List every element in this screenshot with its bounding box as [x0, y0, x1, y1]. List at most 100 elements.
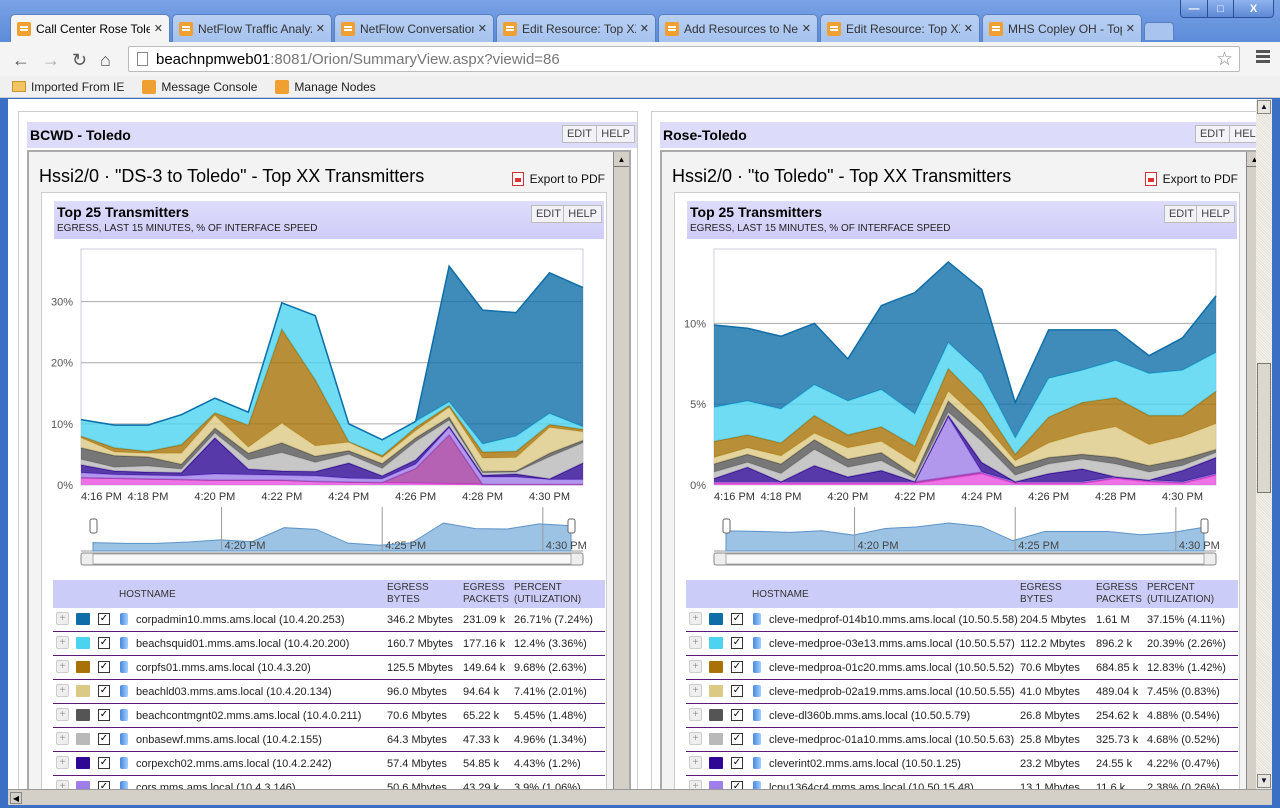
new-tab-button[interactable]	[1144, 22, 1174, 40]
close-tab-icon[interactable]: ✕	[639, 23, 649, 35]
close-tab-icon[interactable]: ✕	[315, 23, 325, 35]
expand-button[interactable]: +	[56, 612, 69, 625]
close-tab-icon[interactable]: ✕	[801, 23, 811, 35]
expand-button[interactable]: +	[689, 660, 702, 673]
page-vertical-scrollbar[interactable]: ▲ ▼	[1256, 99, 1272, 789]
back-icon[interactable]: ←	[12, 50, 30, 70]
hostname-link[interactable]: corpadmin10.mms.ams.local (10.4.20.253)	[136, 614, 345, 626]
reload-icon[interactable]: ↻	[72, 50, 88, 70]
col-bytes[interactable]: EGRESS BYTES	[387, 582, 429, 606]
forward-icon[interactable]: →	[42, 50, 60, 70]
hostname-link[interactable]: onbasewf.mms.ams.local (10.4.2.155)	[136, 734, 322, 746]
panel-edit-button[interactable]: EDIT	[530, 205, 566, 223]
close-tab-icon[interactable]: ✕	[477, 23, 487, 35]
bookmark-message-console[interactable]: Message Console	[142, 79, 257, 94]
hostname-link[interactable]: beachld03.mms.ams.local (10.4.20.134)	[136, 686, 332, 698]
col-packets[interactable]: EGRESS PACKETS	[463, 582, 509, 606]
minimize-button[interactable]: —	[1181, 0, 1207, 17]
hostname-link[interactable]: beachcontmgnt02.mms.ams.local (10.4.0.21…	[136, 710, 362, 722]
series-checkbox[interactable]: ✓	[98, 757, 110, 769]
hostname-link[interactable]: cleverint02.mms.ams.local (10.50.1.25)	[769, 758, 961, 770]
series-checkbox[interactable]: ✓	[98, 613, 110, 625]
expand-button[interactable]: +	[56, 756, 69, 769]
panel-help-button[interactable]: HELP	[563, 205, 602, 223]
series-checkbox[interactable]: ✓	[731, 613, 743, 625]
expand-button[interactable]: +	[56, 660, 69, 673]
resource-help-button[interactable]: HELP	[596, 125, 635, 143]
scroll-down-button[interactable]: ▼	[1257, 774, 1271, 788]
maximize-button[interactable]: □	[1207, 0, 1233, 17]
series-checkbox[interactable]: ✓	[731, 637, 743, 649]
series-checkbox[interactable]: ✓	[731, 709, 743, 721]
hostname-link[interactable]: cleve-medproe-03e13.mms.ams.local (10.50…	[769, 638, 1015, 650]
series-checkbox[interactable]: ✓	[98, 709, 110, 721]
hostname-link[interactable]: cleve-medproa-01c20.mms.ams.local (10.50…	[769, 662, 1015, 674]
page-horizontal-scrollbar[interactable]: ◀	[8, 789, 1272, 805]
browser-tab[interactable]: Edit Resource: Top XX ✕	[496, 14, 656, 42]
expand-button[interactable]: +	[56, 684, 69, 697]
col-hostname[interactable]: HOSTNAME	[119, 589, 176, 600]
hostname-link[interactable]: cors.mms.ams.local (10.4.3.146)	[136, 782, 296, 789]
expand-button[interactable]: +	[56, 708, 69, 721]
hostname-link[interactable]: beachsquid01.mms.ams.local (10.4.20.200)	[136, 638, 350, 650]
address-bar[interactable]: beachnpmweb01 :8081/Orion/SummaryView.as…	[128, 46, 1240, 72]
col-percent[interactable]: PERCENT (UTILIZATION)	[1147, 582, 1214, 606]
series-checkbox[interactable]: ✓	[731, 685, 743, 697]
bookmark-imported-from-ie[interactable]: Imported From IE	[12, 80, 124, 94]
col-hostname[interactable]: HOSTNAME	[752, 589, 809, 600]
scroll-thumb[interactable]	[1257, 363, 1271, 493]
hostname-link[interactable]: cleve-medprof-014b10.mms.ams.local (10.5…	[769, 614, 1018, 626]
export-to-pdf-link[interactable]: Export to PDF	[511, 172, 605, 186]
expand-button[interactable]: +	[689, 684, 702, 697]
bookmark-manage-nodes[interactable]: Manage Nodes	[275, 79, 376, 94]
expand-button[interactable]: +	[689, 708, 702, 721]
expand-button[interactable]: +	[689, 612, 702, 625]
panel-help-button[interactable]: HELP	[1196, 205, 1235, 223]
expand-button[interactable]: +	[689, 732, 702, 745]
scroll-left-button[interactable]: ◀	[10, 792, 22, 804]
expand-button[interactable]: +	[56, 780, 69, 789]
browser-tab[interactable]: Add Resources to Net ✕	[658, 14, 818, 42]
browser-tab[interactable]: MHS Copley OH - Top ✕	[982, 14, 1142, 42]
series-checkbox[interactable]: ✓	[731, 757, 743, 769]
resource-edit-button[interactable]: EDIT	[561, 125, 597, 143]
hostname-link[interactable]: cleve-medprob-02a19.mms.ams.local (10.50…	[769, 686, 1015, 698]
series-checkbox[interactable]: ✓	[98, 685, 110, 697]
series-checkbox[interactable]: ✓	[98, 637, 110, 649]
frame-scrollbar[interactable]: ▲	[613, 152, 629, 789]
close-tab-icon[interactable]: ✕	[1125, 23, 1135, 35]
resource-edit-button[interactable]: EDIT	[1194, 125, 1230, 143]
hostname-link[interactable]: corpexch02.mms.ams.local (10.4.2.242)	[136, 758, 332, 770]
col-percent[interactable]: PERCENT (UTILIZATION)	[514, 582, 581, 606]
close-window-button[interactable]: X	[1233, 0, 1273, 17]
expand-button[interactable]: +	[689, 780, 702, 789]
hostname-link[interactable]: cleve-dl360b.mms.ams.local (10.50.5.79)	[769, 710, 971, 722]
series-checkbox[interactable]: ✓	[98, 661, 110, 673]
series-checkbox[interactable]: ✓	[98, 781, 110, 789]
expand-button[interactable]: +	[56, 636, 69, 649]
scroll-up-button[interactable]: ▲	[1257, 100, 1271, 114]
close-tab-icon[interactable]: ✕	[153, 23, 163, 35]
hostname-link[interactable]: lcnu1364cr4.mms.ams.local (10.50.15.48)	[769, 782, 974, 789]
series-checkbox[interactable]: ✓	[731, 733, 743, 745]
browser-tab[interactable]: Call Center Rose Toledo✕	[10, 14, 170, 42]
hostname-link[interactable]: cleve-medproc-01a10.mms.ams.local (10.50…	[769, 734, 1015, 746]
menu-icon[interactable]	[1256, 50, 1270, 64]
browser-tab[interactable]: Edit Resource: Top XX ✕	[820, 14, 980, 42]
frame-scroll-up-button[interactable]: ▲	[614, 152, 629, 167]
export-to-pdf-link[interactable]: Export to PDF	[1144, 172, 1238, 186]
browser-tab[interactable]: NetFlow Conversation ✕	[334, 14, 494, 42]
panel-edit-button[interactable]: EDIT	[1163, 205, 1199, 223]
home-icon[interactable]: ⌂	[100, 50, 111, 70]
series-checkbox[interactable]: ✓	[98, 733, 110, 745]
bookmark-star-icon[interactable]: ☆	[1215, 49, 1233, 70]
browser-tab[interactable]: NetFlow Traffic Analyz ✕	[172, 14, 332, 42]
series-checkbox[interactable]: ✓	[731, 661, 743, 673]
col-bytes[interactable]: EGRESS BYTES	[1020, 582, 1062, 606]
close-tab-icon[interactable]: ✕	[963, 23, 973, 35]
expand-button[interactable]: +	[56, 732, 69, 745]
frame-scroll-up-button[interactable]: ▲	[1247, 152, 1262, 167]
col-packets[interactable]: EGRESS PACKETS	[1096, 582, 1142, 606]
expand-button[interactable]: +	[689, 756, 702, 769]
expand-button[interactable]: +	[689, 636, 702, 649]
